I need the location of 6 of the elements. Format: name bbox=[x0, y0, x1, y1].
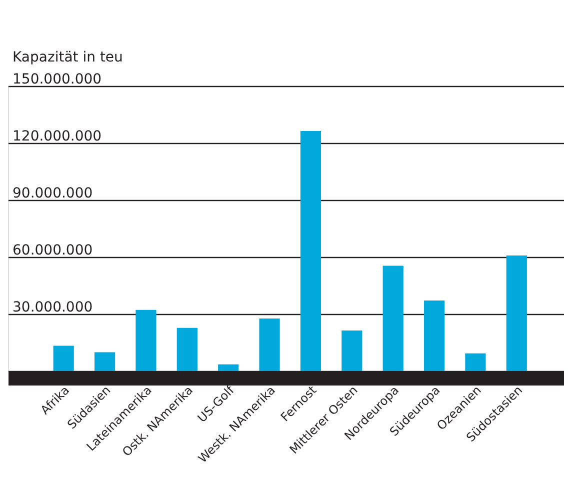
y-tick-label: 150.000.000 bbox=[12, 72, 102, 88]
y-tick-label: 60.000.000 bbox=[12, 242, 93, 258]
y-tick-label: 30.000.000 bbox=[12, 300, 93, 316]
y-tick-label: 90.000.000 bbox=[12, 186, 93, 202]
y-tick-label: 120.000.000 bbox=[12, 128, 102, 144]
y-axis-title: Kapazität in teu bbox=[12, 50, 123, 66]
